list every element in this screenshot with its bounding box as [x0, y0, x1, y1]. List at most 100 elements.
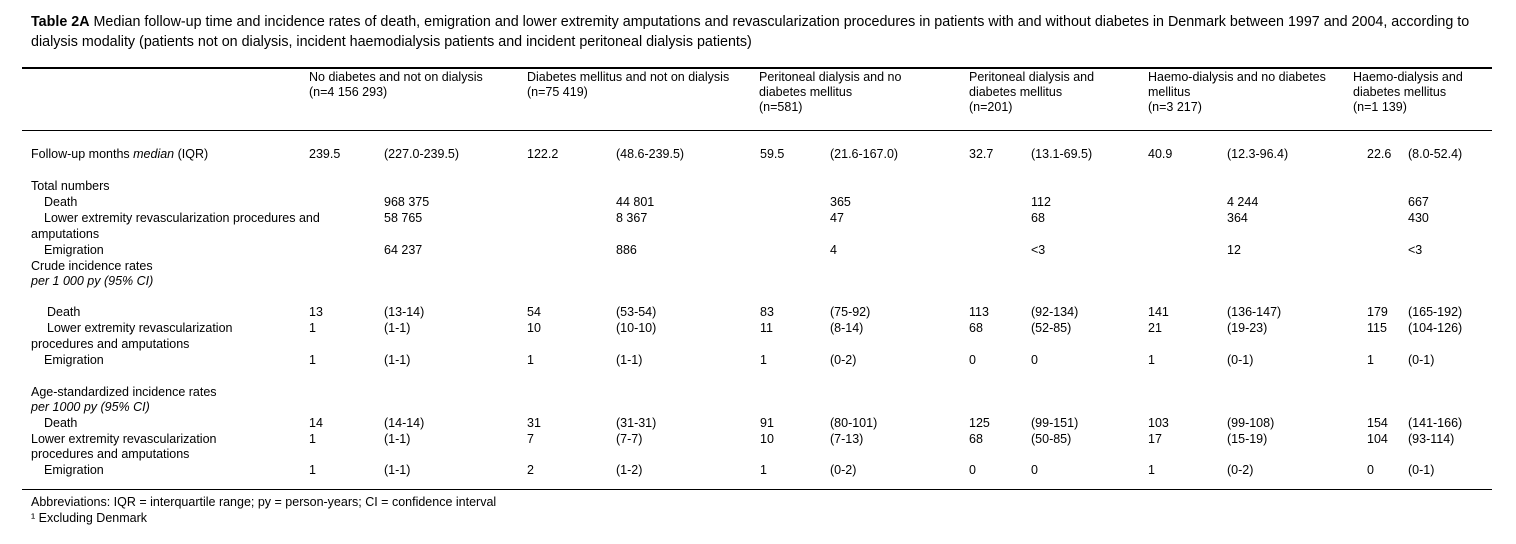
crude-lower-ci: (1-1) — [384, 321, 411, 335]
agestd-death-rate: 14 — [309, 416, 323, 430]
agestd-lower-ci: (7-7) — [616, 432, 643, 446]
agestd-lower-ci: (1-1) — [384, 432, 411, 446]
followup-iqr: (13.1-69.5) — [1031, 147, 1093, 161]
crude-death-ci: (136-147) — [1227, 305, 1282, 319]
totals-emig-value: 886 — [616, 243, 637, 257]
totals-lower-value: 47 — [830, 211, 844, 225]
agestd-emig-ci: (1-2) — [616, 463, 643, 477]
column-header-3-line2: diabetes mellitus — [759, 85, 853, 99]
agestd-heading-italic: per 1000 py (95% CI) — [31, 400, 150, 414]
followup-label: Follow-up months median (IQR) — [31, 147, 208, 163]
crude-lower-ci: (52-85) — [1031, 321, 1072, 335]
crude-lower-label-2: procedures and amputations — [31, 337, 190, 351]
column-header-3-line3: (n=581) — [759, 100, 803, 114]
crude-lower-rate: 68 — [969, 321, 983, 335]
column-header-1-line1: No diabetes and not on dialysis — [309, 70, 483, 84]
footnote-abbreviations: Abbreviations: IQR = interquartile range… — [31, 495, 497, 509]
column-header-2-line1: Diabetes mellitus and not on dialysis — [527, 70, 730, 84]
column-header-5-line3: (n=3 217) — [1148, 100, 1202, 114]
agestd-emig-rate: 1 — [1148, 463, 1155, 477]
followup-iqr: (21.6-167.0) — [830, 147, 899, 161]
column-header-1-line2: (n=4 156 293) — [309, 85, 388, 99]
column-header-2-line2: (n=75 419) — [527, 85, 588, 99]
followup-median: 22.6 — [1367, 147, 1392, 161]
header-rule — [22, 130, 1492, 131]
crude-death-rate: 54 — [527, 305, 541, 319]
totals-lower-value: 430 — [1408, 211, 1429, 225]
crude-emig-rate: 1 — [1148, 353, 1155, 367]
agestd-lower-rate: 17 — [1148, 432, 1162, 446]
totals-emig-label: Emigration — [44, 243, 104, 257]
agestd-death-rate: 31 — [527, 416, 541, 430]
totals-death-value: 4 244 — [1227, 195, 1259, 209]
footnotes: Abbreviations: IQR = interquartile range… — [31, 494, 496, 526]
totals-lower-value: 68 — [1031, 211, 1045, 225]
agestd-death-ci: (99-108) — [1227, 416, 1275, 430]
followup-iqr: (12.3-96.4) — [1227, 147, 1289, 161]
agestd-lower-rate: 10 — [760, 432, 774, 446]
totals-lower-value: 8 367 — [616, 211, 648, 225]
column-header-4-line2: diabetes mellitus — [969, 85, 1063, 99]
crude-death-rate: 83 — [760, 305, 774, 319]
followup-label-suffix: (IQR) — [174, 147, 209, 161]
bottom-rule — [22, 489, 1492, 490]
agestd-death-ci: (14-14) — [384, 416, 425, 430]
crude-heading-italic: per 1 000 py (95% CI) — [31, 274, 154, 288]
agestd-emig-label: Emigration — [44, 463, 104, 477]
agestd-death-ci: (31-31) — [616, 416, 657, 430]
crude-death-ci: (92-134) — [1031, 305, 1079, 319]
agestd-death-ci: (141-166) — [1408, 416, 1463, 430]
column-header-6-line2: diabetes mellitus — [1353, 85, 1447, 99]
crude-emig-ci: (1-1) — [616, 353, 643, 367]
crude-death-ci: (75-92) — [830, 305, 871, 319]
followup-iqr: (227.0-239.5) — [384, 147, 460, 161]
totals-lower-label-2: amputations — [31, 227, 100, 241]
table-label: Table 2A — [31, 14, 90, 30]
totals-death-label: Death — [44, 195, 78, 209]
totals-emig-value: 64 237 — [384, 243, 423, 257]
crude-lower-rate: 11 — [760, 321, 773, 335]
agestd-emig-rate: 1 — [760, 463, 767, 477]
followup-median: 40.9 — [1148, 147, 1173, 161]
agestd-death-ci: (99-151) — [1031, 416, 1079, 430]
agestd-emig-ci: (1-1) — [384, 463, 411, 477]
agestd-emig-rate: 2 — [527, 463, 534, 477]
agestd-heading: Age-standardized incidence rates — [31, 385, 217, 399]
column-header-3-line1: Peritoneal dialysis and no — [759, 70, 902, 84]
agestd-death-rate: 103 — [1148, 416, 1169, 430]
crude-emig-ci: (0-2) — [830, 353, 857, 367]
crude-emig-ci: (0-1) — [1227, 353, 1254, 367]
crude-emig-rate: 1 — [527, 353, 534, 367]
crude-emig-rate: 1 — [309, 353, 316, 367]
footnote-excluding: ¹ Excluding Denmark — [31, 511, 148, 525]
caption-text: Median follow-up time and incidence rate… — [31, 14, 1470, 50]
followup-iqr: (8.0-52.4) — [1408, 147, 1463, 161]
crude-lower-ci: (19-23) — [1227, 321, 1268, 335]
crude-emig-rate: 1 — [760, 353, 767, 367]
agestd-lower-label-1: Lower extremity revascularization — [31, 432, 217, 446]
crude-death-rate: 141 — [1148, 305, 1169, 319]
agestd-emig-ci: (0-2) — [1227, 463, 1254, 477]
followup-median: 32.7 — [969, 147, 994, 161]
crude-lower-rate: 21 — [1148, 321, 1162, 335]
agestd-lower-label-2: procedures and amputations — [31, 447, 190, 461]
agestd-lower-rate: 68 — [969, 432, 983, 446]
crude-death-rate: 113 — [969, 305, 989, 319]
agestd-death-rate: 125 — [969, 416, 990, 430]
totals-lower-value: 58 765 — [384, 211, 423, 225]
totals-death-value: 112 — [1031, 195, 1051, 209]
column-header-4-line3: (n=201) — [969, 100, 1013, 114]
crude-death-rate: 13 — [309, 305, 323, 319]
totals-lower-label-1: Lower extremity revascularization proced… — [44, 211, 320, 225]
crude-lower-ci: (8-14) — [830, 321, 864, 335]
followup-label-prefix: Follow-up months — [31, 147, 134, 161]
crude-emig-ci: 0 — [1031, 353, 1038, 367]
crude-lower-rate: 1 — [309, 321, 316, 335]
totals-heading: Total numbers — [31, 179, 110, 193]
agestd-emig-ci: 0 — [1031, 463, 1038, 477]
crude-lower-label-1: Lower extremity revascularization — [47, 321, 233, 335]
column-header-4-line1: Peritoneal dialysis and — [969, 70, 1095, 84]
followup-median: 239.5 — [309, 147, 341, 161]
totals-emig-value: <3 — [1408, 243, 1423, 257]
